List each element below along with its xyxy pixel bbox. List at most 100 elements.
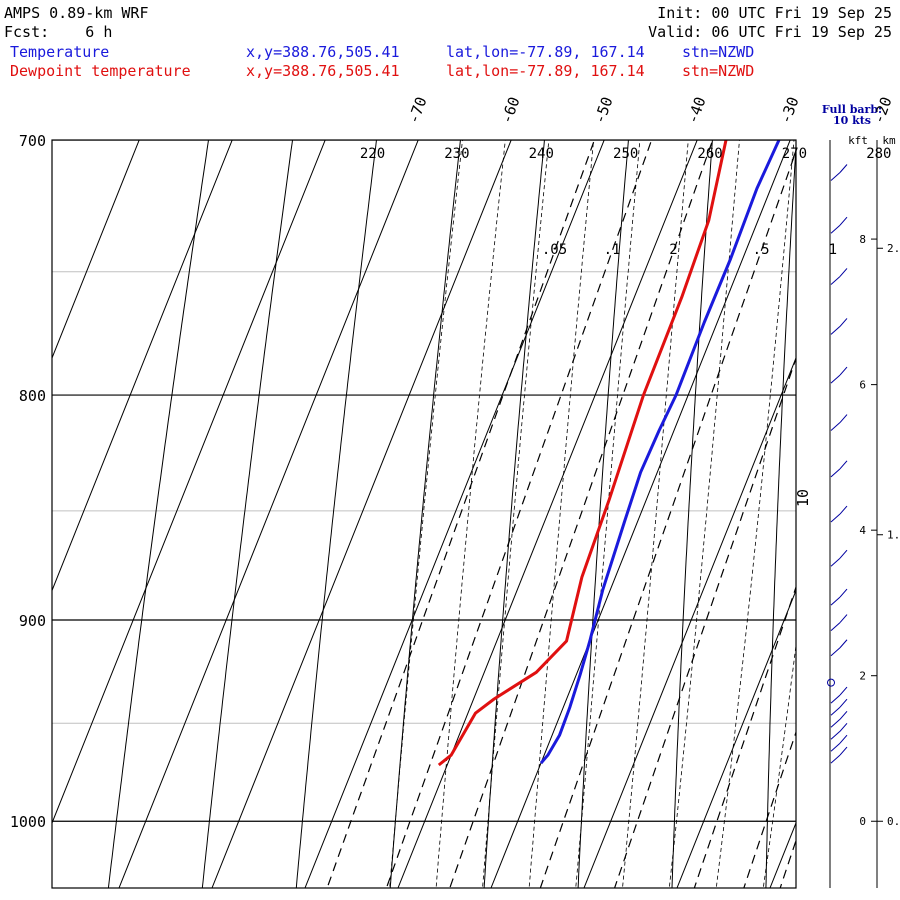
isotherm-label: -40 [683,94,709,126]
model-title: AMPS 0.89-km WRF [4,4,149,22]
isotherm-label: -60 [497,94,523,126]
isotherm-label: -30 [776,94,802,126]
km-tick-label: 0. [887,815,900,828]
isotherm-line [676,589,796,888]
location-latlon-dewpoint: lat,lon=-77.89, 167.14 [446,62,645,80]
pressure-label: 900 [19,612,46,630]
dry-adiabat-line [483,140,545,888]
wind-barb [830,722,848,740]
mixing-ratio-line [385,140,653,888]
dry-adiabat-line [765,140,796,888]
isotherm-line [52,140,140,360]
wind-barb [830,614,848,631]
mixing-ratio-line [613,356,796,888]
dry-adiabat-line [671,140,713,888]
valid-time: Valid: 06 UTC Fri 19 Sep 25 [648,23,892,41]
mixing-ratio-line [693,585,796,888]
theta-label: 220 [360,146,385,162]
wind-barb [830,164,848,181]
kft-tick-label: 0 [859,815,866,828]
pressure-label: 1000 [10,813,46,831]
location-xy-temperature: x,y=388.76,505.41 [246,43,400,61]
wind-barb [830,746,848,764]
station-id-dewpoint: stn=NZWD [682,62,755,80]
isotherm-line [397,140,698,888]
moist-adiabat-line [389,140,463,888]
theta-label: 260 [697,146,722,162]
mixing-ratio-line [539,149,796,888]
wind-barb [830,318,848,335]
pressure-label: 800 [19,387,46,405]
mixing-ratio-label: .1 [604,242,621,258]
mixing-ratio-line [449,140,714,888]
dry-adiabat-line [389,140,461,888]
location-xy-dewpoint: x,y=388.76,505.41 [246,62,400,80]
isotherm-line [52,140,233,592]
km-axis-label: km [882,134,896,147]
theta-label: 280 [866,146,891,162]
wind-barb [830,505,848,523]
isotherm-line [490,140,791,888]
location-latlon-temperature: lat,lon=-77.89, 167.14 [446,43,645,61]
isotherm-line [769,821,796,888]
km-tick-label: 1. [887,529,900,542]
wind-barb [830,414,848,431]
dry-adiabat-line [295,140,377,888]
barb-legend-title: Full barb: [821,103,883,116]
pressure-label: 700 [19,132,46,150]
plot-frame [51,139,797,889]
wind-speed-label: 10 [794,489,812,507]
legend-dewpoint: Dewpoint temperature [10,62,191,80]
moist-adiabat-line [668,140,740,888]
isotherm-line [118,140,419,888]
kft-tick-label: 4 [859,524,866,537]
theta-label: 250 [613,146,638,162]
wind-barb [830,698,848,716]
dry-adiabat-line [577,140,629,888]
kft-tick-label: 6 [859,379,866,392]
mixing-ratio-label: 2 [669,242,677,258]
isotherm-line [211,140,512,888]
wind-barb [830,460,848,478]
dry-adiabat-line [107,140,210,888]
moist-adiabat-line [622,140,689,888]
wind-barb [830,588,848,606]
wind-barb [830,366,848,384]
wind-barb [830,549,848,567]
wind-barb [830,710,848,728]
isotherm-label: -70 [404,94,430,126]
wind-barb [830,639,848,657]
forecast-hour: Fcst: 6 h [4,23,113,41]
theta-label: 240 [529,146,554,162]
mixing-ratio-label: 1 [829,242,837,258]
dry-adiabat-line [201,140,294,888]
wind-calm-circle [827,678,835,687]
mixing-ratio-line [743,730,796,888]
legend-temperature: Temperature [10,43,110,61]
isotherm-line [0,100,62,900]
kft-tick-label: 8 [859,233,866,246]
km-tick-label: 2. [887,242,900,255]
moist-adiabat-line [482,140,550,888]
isotherm-line [304,140,605,888]
moist-adiabat-line [528,140,595,888]
isotherm-label: -50 [590,94,616,126]
kft-tick-label: 2 [859,670,866,683]
temperature-profile [539,140,781,765]
mixing-ratio-line [779,838,796,888]
isotherm-line [52,140,326,825]
wind-barb [830,686,848,704]
isotherm-line [847,100,900,900]
theta-label: 230 [444,146,469,162]
mixing-ratio-label: .05 [542,242,567,258]
wind-barb [830,268,848,285]
moist-adiabat-line [715,140,795,888]
moist-adiabat-line [575,140,641,888]
init-time: Init: 00 UTC Fri 19 Sep 25 [657,4,892,22]
mixing-ratio-label: .5 [753,242,770,258]
mixing-ratio-line [326,140,596,888]
kft-axis-label: kft [848,134,868,147]
wind-barb [830,216,848,234]
